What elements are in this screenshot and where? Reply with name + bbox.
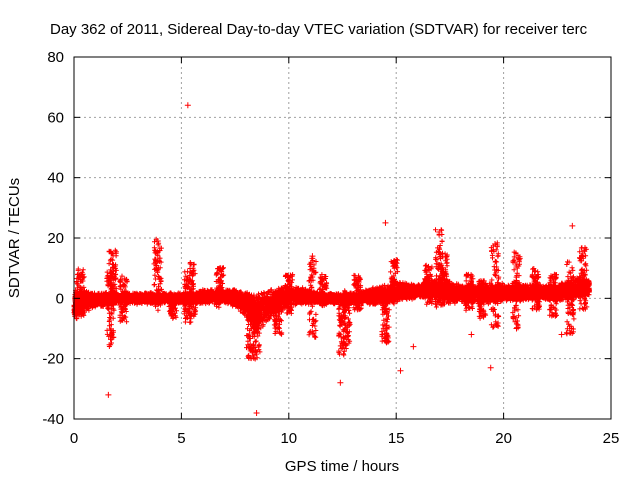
data-points xyxy=(71,102,592,416)
outlier-point xyxy=(105,391,112,398)
x-tick-label: 0 xyxy=(70,430,78,447)
outlier-point xyxy=(337,379,344,386)
y-tick-label: -20 xyxy=(42,351,64,368)
outlier-point xyxy=(154,238,161,245)
outlier-point xyxy=(253,409,260,416)
x-tick-label: 15 xyxy=(388,430,405,447)
outlier-point xyxy=(569,222,576,229)
x-axis-label: GPS time / hours xyxy=(285,458,399,475)
outlier-point xyxy=(397,367,404,374)
y-axis-label: SDTVAR / TECUs xyxy=(6,178,23,298)
outlier-point xyxy=(492,241,499,248)
outlier-point xyxy=(184,102,191,109)
outlier-point xyxy=(382,219,389,226)
x-tick-label: 25 xyxy=(603,430,620,447)
y-tick-labels: -40 -20 0 20 40 60 80 xyxy=(42,49,64,428)
outlier-point xyxy=(513,325,520,332)
x-tick-label: 5 xyxy=(177,430,185,447)
y-tick-label: 60 xyxy=(47,109,64,126)
y-tick-label: -40 xyxy=(42,411,64,428)
outlier-point xyxy=(487,364,494,371)
y-tick-label: 80 xyxy=(47,49,64,66)
outlier-point xyxy=(410,343,417,350)
outlier-point xyxy=(309,253,316,260)
x-tick-label: 10 xyxy=(280,430,297,447)
scatter-points xyxy=(71,227,592,362)
chart-title: Day 362 of 2011, Sidereal Day-to-day VTE… xyxy=(50,21,588,38)
x-tick-label: 20 xyxy=(495,430,512,447)
outlier-point xyxy=(109,334,116,341)
ticks xyxy=(73,56,612,420)
outlier-point xyxy=(468,331,475,338)
grid xyxy=(74,57,611,419)
y-tick-label: 0 xyxy=(56,290,64,307)
outlier-point xyxy=(558,331,565,338)
y-tick-label: 20 xyxy=(47,230,64,247)
outlier-point xyxy=(79,271,86,278)
x-tick-labels: 0 5 10 15 20 25 xyxy=(70,430,620,447)
y-tick-label: 40 xyxy=(47,170,64,187)
outlier-point xyxy=(436,228,443,235)
